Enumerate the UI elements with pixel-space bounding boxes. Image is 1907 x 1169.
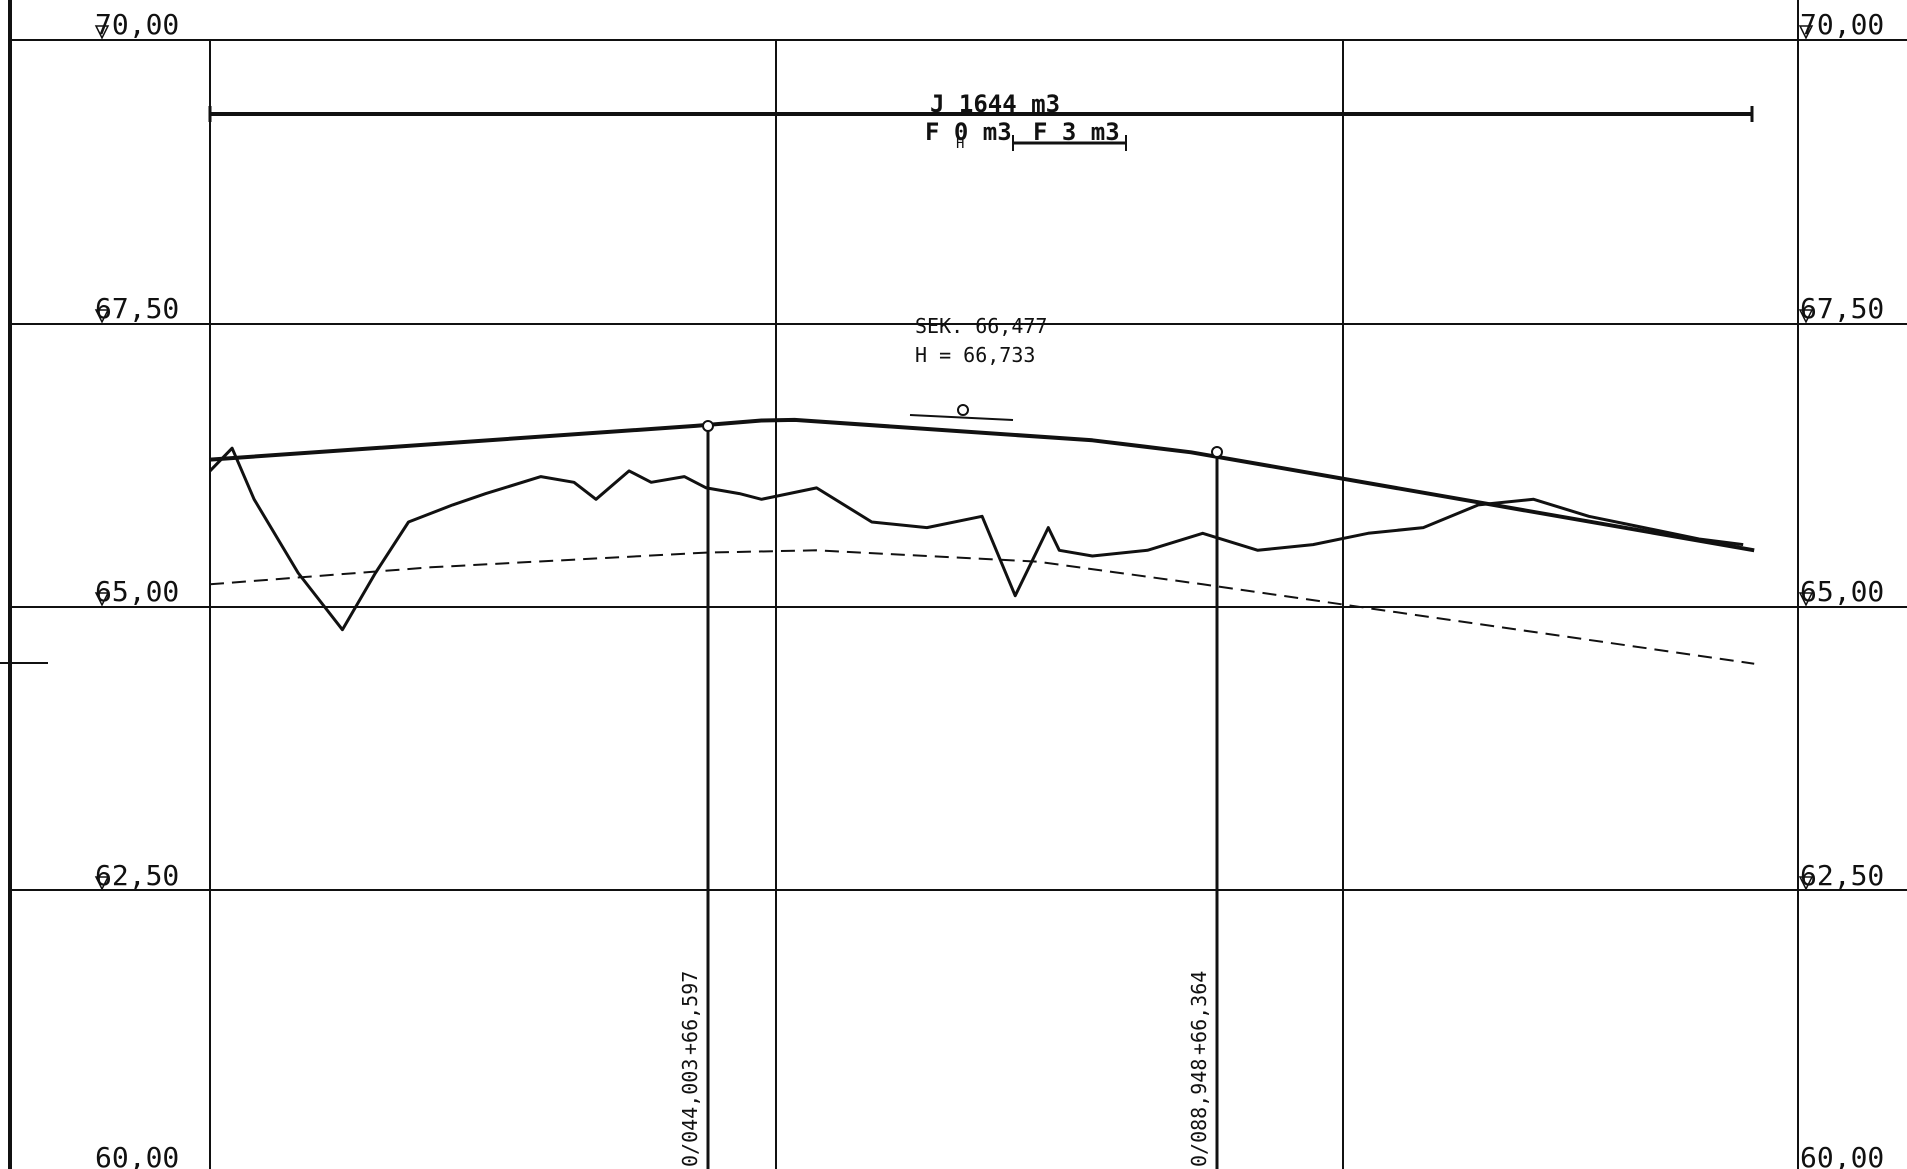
fill-volume-label-2: F 3 m3: [1033, 118, 1120, 146]
subgrade-line: [209, 549, 1755, 665]
profile-series-layer: [208, 417, 1755, 665]
elevation-labels-left: 70,00 67,50 65,00 62,50 60,00: [95, 8, 179, 1169]
elev-label-left-70: 70,00: [95, 8, 179, 41]
station-elev-1: +66,597: [678, 971, 702, 1055]
curve-tangent-mark: [909, 414, 1014, 421]
elev-label-left-62-5: 62,50: [95, 859, 179, 892]
existing-ground-line: [208, 446, 1744, 632]
benchmark-icon: [94, 309, 110, 324]
elev-label-right-65: 65,00: [1800, 575, 1884, 608]
design-grade-line: [209, 417, 1755, 553]
benchmark-icon: [94, 25, 110, 40]
station-point-1: [702, 420, 714, 432]
benchmark-icon: [1798, 309, 1814, 324]
elev-label-left-60: 60,00: [95, 1141, 179, 1169]
station-label-2: 0/088,948: [1187, 1059, 1211, 1167]
benchmark-icon: [94, 592, 110, 607]
cut-volume-label: J 1644 m3: [930, 90, 1060, 118]
elev-label-left-67-5: 67,50: [95, 292, 179, 325]
station-elev-2: +66,364: [1187, 971, 1211, 1055]
elev-label-right-62-5: 62,50: [1800, 859, 1884, 892]
elev-label-right-67-5: 67,50: [1800, 292, 1884, 325]
curve-info-line2: H = 66,733: [915, 343, 1035, 367]
station-label-1: 0/044,003: [678, 1059, 702, 1167]
small-mark-label: H: [956, 136, 964, 152]
benchmark-icon: [1798, 592, 1814, 607]
elev-label-right-60: 60,00: [1800, 1141, 1884, 1169]
curve-info-line1: SEK. 66,477: [915, 314, 1047, 338]
station-label-group-2: 0/088,948 +66,364: [1187, 971, 1211, 1167]
benchmark-icon: [1798, 876, 1814, 891]
station-point-2: [1211, 446, 1223, 458]
benchmark-symbols: [94, 25, 1814, 891]
elev-label-right-70: 70,00: [1800, 8, 1884, 41]
benchmark-icon: [94, 876, 110, 891]
station-label-group-1: 0/044,003 +66,597: [678, 971, 702, 1167]
benchmark-icon: [1798, 25, 1814, 40]
curve-vertex-circle: [957, 404, 969, 416]
elev-label-left-65: 65,00: [95, 575, 179, 608]
fill-volume-label-1: F 0 m3: [925, 118, 1012, 146]
elevation-labels-right: 70,00 67,50 65,00 62,50 60,00: [1800, 8, 1884, 1169]
